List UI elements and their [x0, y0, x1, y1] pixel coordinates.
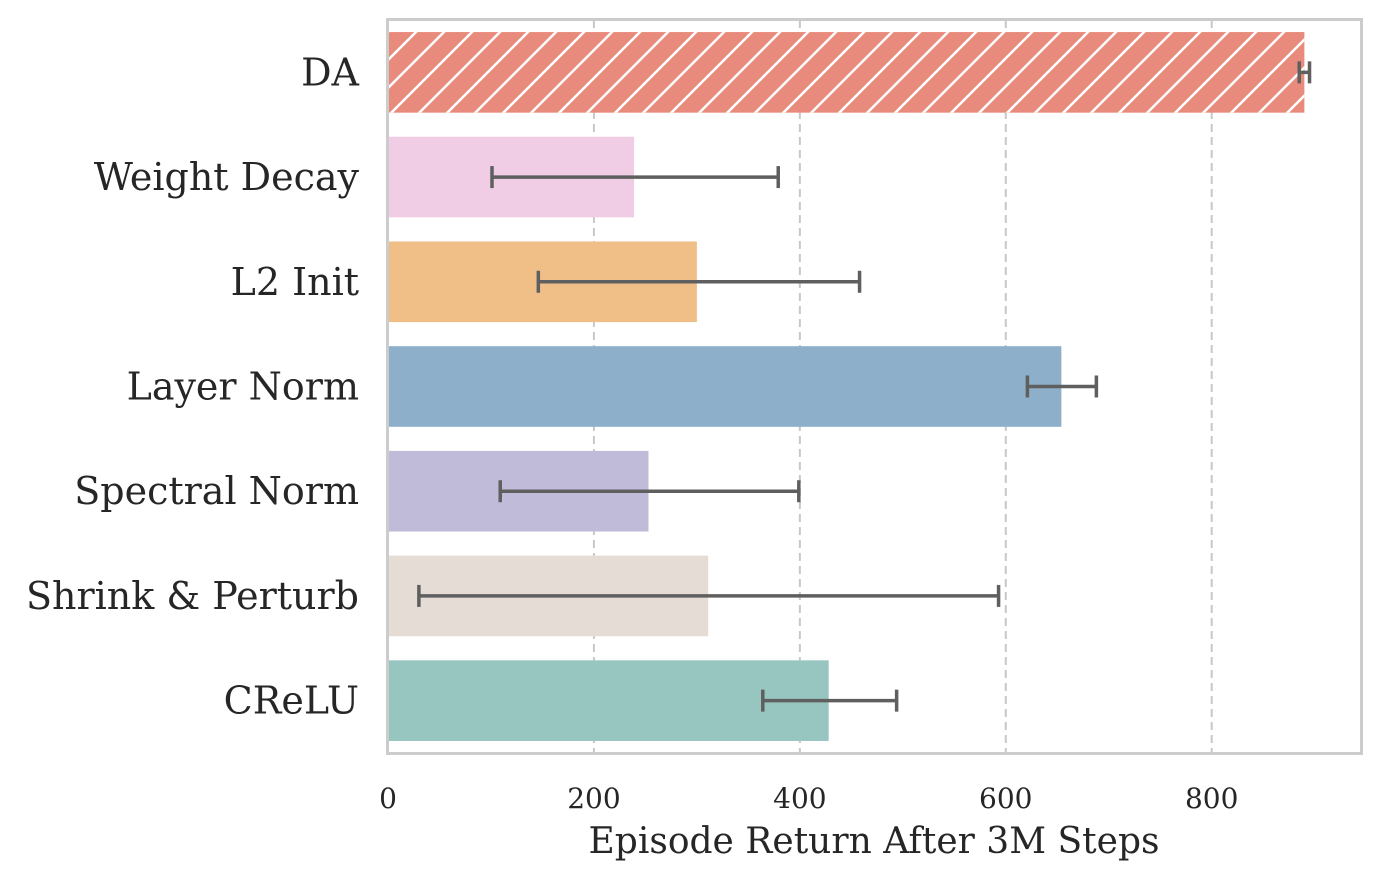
- bars: [388, 32, 1305, 741]
- error-bar: [536, 270, 862, 293]
- x-tick-label: 600: [979, 782, 1032, 815]
- bar: [388, 346, 1062, 427]
- x-axis-label: Episode Return After 3M Steps: [589, 821, 1160, 862]
- error-bar: [490, 166, 780, 189]
- x-tick-label: 0: [379, 782, 397, 815]
- x-tick-label: 200: [567, 782, 620, 815]
- category-label: Layer Norm: [127, 365, 359, 409]
- x-tick-label: 800: [1185, 782, 1238, 815]
- x-tick-label: 400: [773, 782, 826, 815]
- bar: [388, 660, 829, 741]
- error-bar: [498, 480, 801, 503]
- error-bar: [1025, 375, 1099, 398]
- category-labels: DA Weight Decay L2 Init Layer Norm Spectral …: [26, 50, 360, 722]
- x-tick-labels: 0 200 400 600 800: [379, 782, 1238, 815]
- bar-hatch: [388, 32, 1305, 113]
- category-label: CReLU: [224, 679, 359, 723]
- error-bar: [417, 584, 1001, 607]
- category-label: Spectral Norm: [74, 469, 359, 513]
- error-bar: [1297, 61, 1312, 84]
- category-label: DA: [301, 50, 359, 94]
- category-label: L2 Init: [231, 260, 359, 304]
- category-label: Shrink & Perturb: [26, 574, 359, 618]
- error-bars: [417, 61, 1312, 712]
- plot-frame: [386, 18, 1363, 755]
- category-label: Weight Decay: [94, 155, 360, 199]
- error-bar: [761, 689, 899, 712]
